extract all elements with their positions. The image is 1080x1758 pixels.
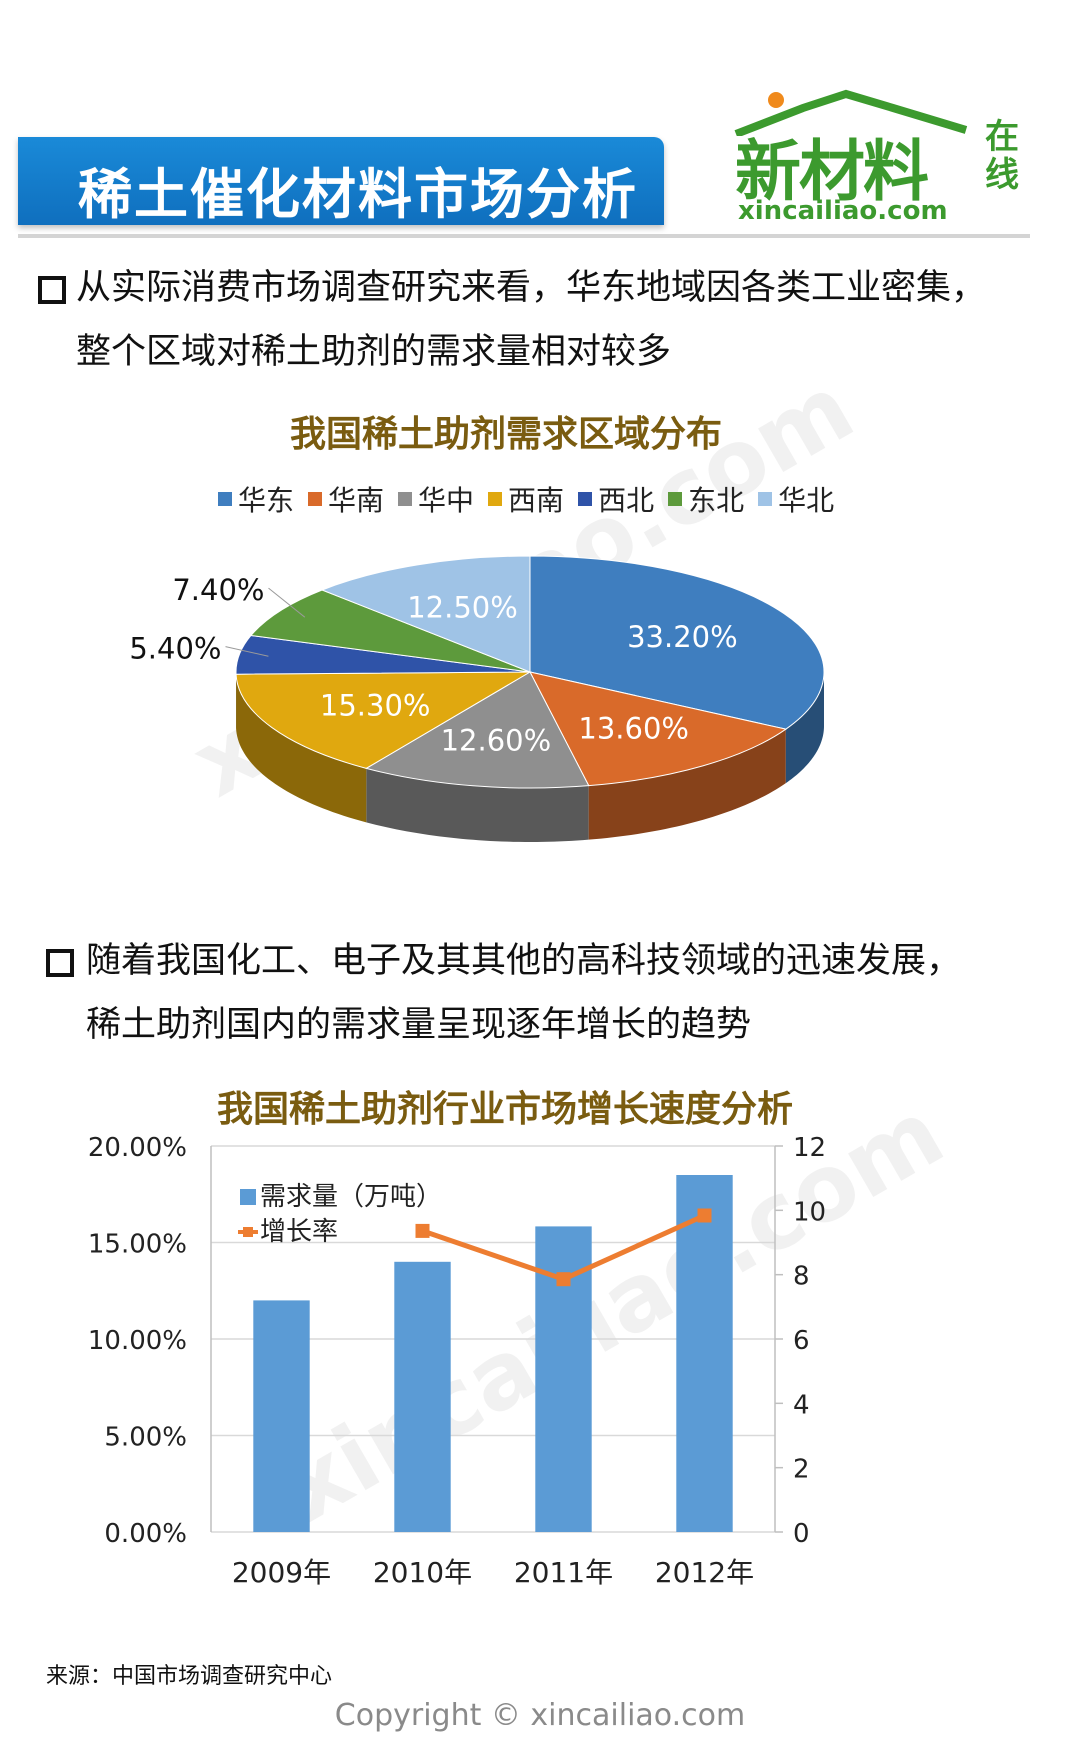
growth-rate-point <box>415 1223 430 1238</box>
legend-label: 西南 <box>508 484 565 517</box>
pie-leader-line <box>225 646 269 657</box>
right-axis-tick-label: 12 <box>793 1133 826 1163</box>
right-axis-tick-label: 6 <box>793 1326 810 1356</box>
pie-legend-item: 华北 <box>758 479 834 519</box>
logo-tag-line1: 在 <box>985 117 1019 157</box>
growth-rate-point <box>556 1272 571 1287</box>
pie-chart: 33.20% 13.60% 12.60% 15.30% 5.40% 7.40% 12.50% <box>129 555 825 842</box>
pie-side-wall <box>785 672 824 784</box>
section2-text-line1: 随着我国化工、电子及其其他的高科技领域的迅速发展， <box>86 941 962 981</box>
header-divider <box>18 234 1030 238</box>
pie-chart-title: 我国稀土助剂需求区域分布 <box>290 414 723 455</box>
pie-slice <box>529 671 788 787</box>
legend-label: 华中 <box>418 484 475 517</box>
pie-slice <box>320 555 531 673</box>
left-axis-tick-label: 20.00% <box>88 1133 187 1163</box>
right-axis-tick-label: 0 <box>793 1519 810 1549</box>
logo-url: xincailiao.com <box>738 196 948 226</box>
legend-label-demand: 需求量（万吨） <box>260 1182 442 1212</box>
legend-label: 华南 <box>328 484 385 517</box>
pie-legend-item: 西南 <box>488 479 564 519</box>
pie-data-label: 12.60% <box>441 723 552 757</box>
legend-swatch <box>398 492 413 506</box>
pie-legend-item: 华中 <box>398 479 474 519</box>
growth-rate-point <box>697 1208 712 1223</box>
section1-text-line1: 从实际消费市场调查研究来看，华东地域因各类工业密集， <box>76 268 987 308</box>
legend-swatch <box>218 492 232 506</box>
source-note: 来源：中国市场调查研究中心 <box>46 1664 333 1689</box>
legend-swatch-bar <box>240 1189 256 1205</box>
pie-data-label: 12.50% <box>407 591 518 625</box>
bar <box>676 1175 733 1532</box>
bullet-icon <box>38 276 66 304</box>
pie-leader-line <box>268 587 306 618</box>
pie-data-label: 5.40% <box>129 632 221 666</box>
pie-slice <box>249 589 531 673</box>
x-axis-tick-label: 2010年 <box>373 1556 472 1589</box>
copyright: Copyright © xincailiao.com <box>334 1698 746 1733</box>
bar-line-chart: 0.00% 5.00% 10.00% 15.00% 20.00% 0 2 4 6 8 10 12 200… <box>88 1133 826 1589</box>
pie-legend-item: 东北 <box>668 479 744 519</box>
bar-chart-title: 我国稀土助剂行业市场增长速度分析 <box>217 1089 794 1130</box>
legend-label: 东北 <box>688 484 745 517</box>
section2-text-line2: 稀土助剂国内的需求量呈现逐年增长的趋势 <box>86 1005 752 1045</box>
x-axis-tick-label: 2009年 <box>232 1556 331 1589</box>
pie-side-wall <box>366 768 589 842</box>
pie-side-wall <box>236 674 367 823</box>
pie-slice <box>364 671 590 789</box>
section1-text-line2: 整个区域对稀土助剂的需求量相对较多 <box>76 332 672 372</box>
legend-label: 华北 <box>778 484 835 517</box>
legend-swatch <box>668 492 683 506</box>
left-axis-tick-label: 10.00% <box>88 1326 187 1356</box>
pie-data-label: 7.40% <box>172 573 264 607</box>
legend-label-growth: 增长率 <box>260 1217 338 1247</box>
left-axis-tick-label: 5.00% <box>104 1423 187 1453</box>
bar <box>253 1300 310 1532</box>
legend-label: 西北 <box>598 484 655 517</box>
right-axis-tick-label: 10 <box>793 1197 826 1227</box>
pie-data-label: 33.20% <box>627 620 738 654</box>
right-axis-tick-label: 4 <box>793 1390 810 1420</box>
legend-swatch-marker <box>243 1227 253 1237</box>
legend-swatch <box>488 492 503 506</box>
pie-data-label: 13.60% <box>578 711 689 745</box>
legend-swatch <box>758 492 773 506</box>
page-title: 稀土催化材料市场分析 <box>78 163 638 226</box>
left-axis-tick-label: 15.00% <box>88 1230 187 1260</box>
pie-legend-item: 华南 <box>308 479 384 519</box>
logo-name: 新材料 <box>735 133 929 210</box>
legend-swatch <box>578 492 593 506</box>
bar <box>394 1261 451 1532</box>
pie-legend-item: 西北 <box>578 479 654 519</box>
pie-slice <box>529 555 825 730</box>
pie-side-wall <box>588 729 786 840</box>
logo-tag-line2: 线 <box>985 155 1019 195</box>
x-axis-tick-label: 2011年 <box>514 1556 613 1589</box>
logo-house-icon <box>734 89 968 136</box>
left-axis-tick-label: 0.00% <box>104 1519 187 1549</box>
pie-legend-item: 华东 <box>218 479 294 519</box>
logo-tag: 在 线 <box>982 118 1022 194</box>
legend-swatch <box>308 492 323 506</box>
x-axis-tick-label: 2012年 <box>655 1556 754 1589</box>
legend-label: 华东 <box>238 484 295 517</box>
right-axis-tick-label: 8 <box>793 1262 810 1292</box>
bullet-icon <box>46 949 74 977</box>
pie-slice <box>235 671 532 769</box>
pie-legend: 华东 华南 华中 西南 西北 东北 华北 <box>218 479 834 519</box>
pie-data-label: 15.30% <box>320 688 431 722</box>
title-banner <box>18 137 664 225</box>
right-axis-tick-label: 2 <box>793 1455 810 1485</box>
